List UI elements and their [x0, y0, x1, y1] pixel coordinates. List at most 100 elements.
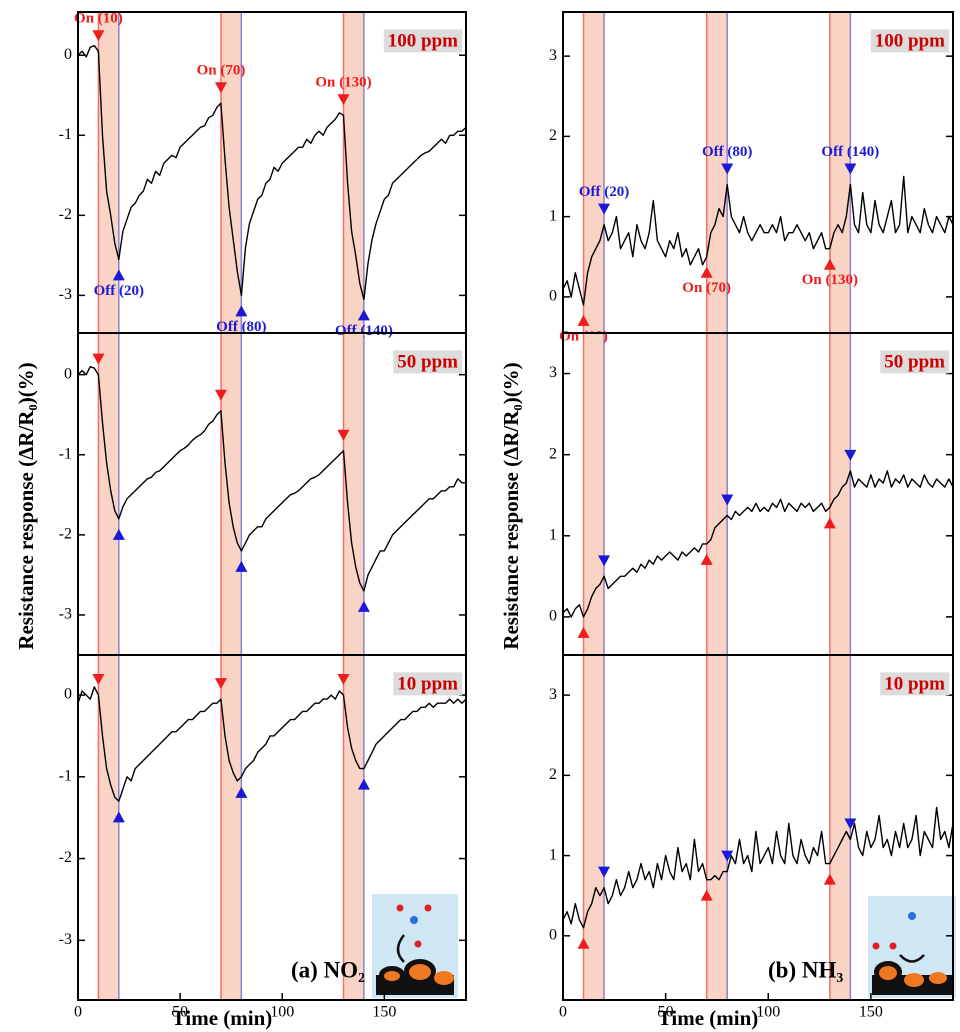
off-marker [357, 778, 370, 790]
x-axis-label: Time (min) [658, 1006, 759, 1030]
off-label: Off (80) [702, 144, 752, 160]
on-marker [337, 94, 350, 106]
off-marker [721, 494, 734, 506]
on-label: On (130) [802, 272, 858, 288]
on-label: On (70) [197, 63, 246, 79]
off-marker [721, 850, 734, 862]
on-label: On (130) [315, 75, 371, 91]
concentration-label: 100 ppm [875, 30, 945, 51]
inset-particle [879, 966, 897, 980]
on-marker [823, 517, 836, 529]
x-tick-label: 150 [372, 1004, 396, 1021]
data-line [77, 44, 467, 301]
y-tick-label: -2 [59, 849, 72, 866]
y-tick-label: 0 [549, 288, 557, 305]
panel-label: (a) NO₂ [291, 957, 365, 982]
exposure-band [98, 655, 119, 1000]
y-tick-label: 0 [64, 365, 72, 382]
y-tick-label: 0 [549, 926, 557, 943]
inset-arrow [899, 954, 925, 963]
exposure-band [220, 655, 242, 1000]
on-marker [337, 429, 350, 441]
panel-label: (b) NH₃ [768, 957, 843, 982]
plot-frame [77, 654, 467, 1001]
exposure-band [829, 12, 851, 333]
inset-particle [434, 971, 454, 985]
on-marker [700, 553, 713, 565]
inset-particle [904, 973, 924, 987]
on-marker [214, 389, 227, 401]
y-tick-label: 2 [549, 127, 557, 144]
concentration-label: 10 ppm [397, 673, 458, 694]
on-marker [92, 30, 105, 42]
data-line [562, 470, 954, 618]
inset-no2 [372, 894, 458, 998]
off-marker [357, 309, 370, 321]
data-line [77, 686, 467, 802]
inset-atom [396, 904, 404, 912]
on-marker [700, 889, 713, 901]
on-marker [577, 937, 590, 949]
on-marker [700, 266, 713, 278]
exposure-band [829, 655, 851, 1000]
off-marker [112, 528, 125, 540]
plot-frame [562, 654, 954, 1001]
off-label: Off (140) [821, 144, 879, 160]
exposure-band [706, 12, 728, 333]
data-line [77, 365, 466, 592]
on-label: On (70) [682, 280, 731, 296]
plot-frame [562, 11, 954, 334]
on-marker [92, 353, 105, 365]
off-marker [112, 269, 125, 281]
exposure-band [343, 333, 364, 655]
y-tick-label: 0 [549, 608, 557, 625]
off-marker [844, 818, 857, 830]
y-tick-label: -1 [59, 767, 72, 784]
concentration-label: 50 ppm [397, 351, 458, 372]
inset-atom [410, 916, 418, 924]
concentration-bg [383, 29, 463, 53]
off-marker [844, 163, 857, 175]
y-tick-label: -3 [59, 931, 72, 948]
x-tick-label: 150 [859, 1004, 883, 1021]
exposure-band [706, 333, 728, 655]
x-tick-label: 0 [74, 1004, 82, 1021]
y-tick-label: -1 [59, 126, 72, 143]
on-marker [337, 674, 350, 686]
on-marker [92, 674, 105, 686]
concentration-bg [880, 672, 950, 696]
x-tick-label: 100 [270, 1004, 294, 1021]
on-marker [823, 258, 836, 270]
off-marker [844, 449, 857, 461]
off-marker [598, 866, 611, 878]
exposure-band [343, 12, 364, 333]
data-line [562, 175, 954, 306]
off-marker [235, 560, 248, 572]
concentration-bg [880, 350, 950, 374]
on-marker [823, 873, 836, 885]
exposure-band [829, 333, 851, 655]
y-tick-label: -3 [59, 606, 72, 623]
x-axis-label: Time (min) [172, 1006, 273, 1030]
on-marker [214, 678, 227, 690]
inset-atom [414, 940, 422, 948]
off-label: Off (20) [94, 283, 144, 299]
inset-atom [908, 912, 916, 920]
inset-nh3 [868, 896, 956, 998]
exposure-band [220, 12, 242, 333]
on-marker [577, 626, 590, 638]
y-axis-label: Resistance response (ΔR/R₀)(%) [14, 362, 38, 649]
on-marker [577, 314, 590, 326]
concentration-bg [393, 350, 463, 374]
y-tick-label: 3 [549, 47, 557, 64]
off-marker [235, 305, 248, 317]
y-tick-label: -3 [59, 286, 72, 303]
y-tick-label: 3 [549, 686, 557, 703]
plot-frame [562, 332, 954, 656]
data-line [562, 806, 954, 929]
off-label: Off (20) [579, 184, 629, 200]
y-tick-label: 2 [549, 766, 557, 783]
concentration-label: 10 ppm [884, 673, 945, 694]
y-tick-label: 3 [549, 364, 557, 381]
